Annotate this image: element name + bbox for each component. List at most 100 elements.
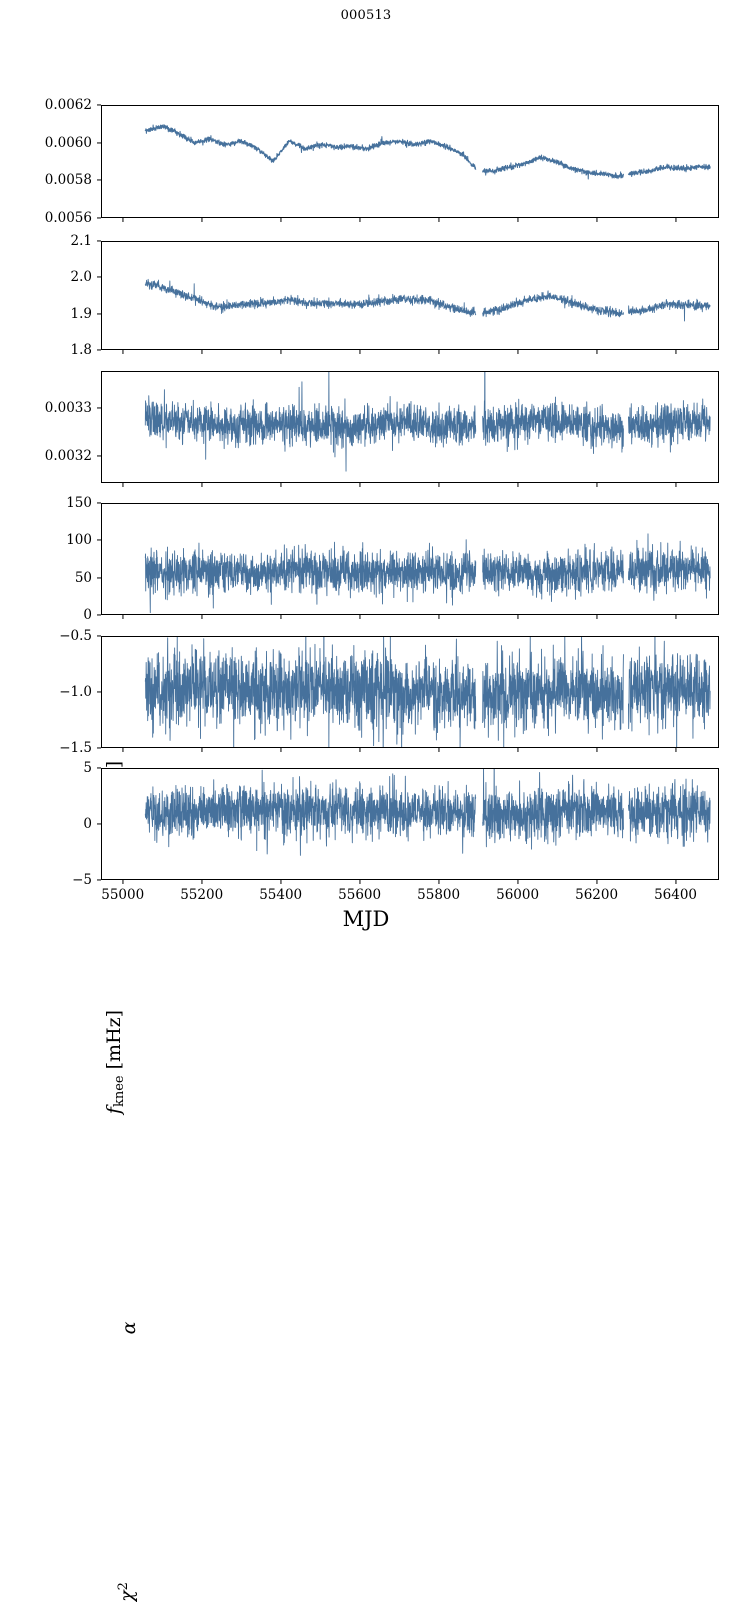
- y-tick-mark: [97, 539, 101, 541]
- x-tick-mark: [675, 350, 677, 354]
- y-tick-mark: [97, 142, 101, 144]
- y-tick-label: 0.0032: [44, 448, 92, 465]
- x-tick-mark: [359, 748, 361, 752]
- x-tick-mark: [122, 350, 124, 354]
- x-tick-mark: [675, 880, 677, 884]
- x-tick-mark: [201, 483, 203, 487]
- y-tick-mark: [97, 313, 101, 315]
- y-tick-label: −1.5: [59, 740, 92, 756]
- y-tick-label: 100: [66, 532, 92, 549]
- x-tick-mark: [517, 880, 519, 884]
- x-tick-mark: [359, 218, 361, 222]
- x-tick-mark: [122, 218, 124, 222]
- y-tick-label: 0: [83, 607, 92, 623]
- x-tick-mark: [359, 615, 361, 619]
- x-tick-mark: [438, 748, 440, 752]
- y-tick-mark: [97, 879, 101, 881]
- x-tick-mark: [675, 615, 677, 619]
- series-sigma0_volts: [144, 278, 711, 322]
- x-tick-mark: [517, 615, 519, 619]
- y-tick-mark: [97, 240, 101, 242]
- y-tick-label: 1.9: [70, 305, 92, 322]
- x-tick-mark: [280, 483, 282, 487]
- y-tick-mark: [97, 217, 101, 219]
- x-tick-mark: [675, 218, 677, 222]
- y-tick-mark: [97, 502, 101, 504]
- y-tick-label: 2.1: [70, 233, 92, 249]
- x-tick-label: 55400: [259, 887, 303, 903]
- x-tick-mark: [675, 483, 677, 487]
- x-tick-mark: [122, 748, 124, 752]
- x-tick-label: 56000: [496, 887, 540, 903]
- series-f_knee: [144, 533, 711, 614]
- y-tick-mark: [97, 455, 101, 457]
- x-tick-mark: [675, 748, 677, 752]
- subplot-chi-squared: χ2 −5 0 5 55000 55200 55400 55600 55800 56000 562…: [72, 760, 719, 1602]
- x-axis-label: MJD: [342, 907, 390, 931]
- x-tick-mark: [596, 880, 598, 884]
- x-tick-label: 55800: [417, 887, 461, 903]
- y-tick-label: 150: [66, 495, 92, 511]
- x-tick-mark: [122, 483, 124, 487]
- y-axis-label-alpha: α: [118, 1321, 140, 1335]
- x-tick-mark: [359, 350, 361, 354]
- x-tick-label: 55000: [101, 887, 145, 903]
- subplot-sigma0-volts: σ0 [V] 1e−5 1.81.92.02.1: [71, 233, 719, 564]
- x-tick-label: 55600: [338, 887, 382, 903]
- x-tick-mark: [517, 748, 519, 752]
- x-tick-mark: [280, 218, 282, 222]
- x-tick-label: 56200: [575, 887, 619, 903]
- y-tick-label: −5: [72, 872, 92, 888]
- x-tick-mark: [517, 218, 519, 222]
- x-tick-mark: [438, 218, 440, 222]
- figure-title: 000513: [340, 8, 392, 23]
- y-axis-label-chi-squared: χ2: [116, 1582, 138, 1602]
- plot-area-gain: [101, 105, 719, 218]
- y-tick-label: 0.0056: [44, 210, 92, 226]
- x-tick-mark: [122, 880, 124, 884]
- x-tick-mark: [596, 483, 598, 487]
- subplot-alpha: α −1.5 −1.0 −0.5: [59, 628, 719, 1334]
- series-gain: [144, 124, 711, 180]
- y-tick-label: 0.0062: [44, 97, 92, 113]
- y-tick-mark: [97, 406, 101, 409]
- x-tick-mark: [280, 880, 282, 884]
- x-tick-mark: [201, 615, 203, 619]
- plot-area-sigma0-mk: [101, 371, 719, 483]
- x-tick-mark: [438, 880, 440, 884]
- x-tick-mark: [359, 880, 361, 884]
- x-tick-mark: [596, 350, 598, 354]
- y-tick-mark: [97, 577, 101, 579]
- y-tick-mark: [97, 691, 101, 693]
- y-tick-mark: [97, 823, 101, 825]
- y-tick-label: 0.0033: [44, 399, 92, 416]
- x-tick-mark: [201, 748, 203, 752]
- x-tick-mark: [438, 350, 440, 354]
- y-tick-mark: [97, 349, 101, 351]
- x-tick-mark: [438, 615, 440, 619]
- series-chi_squared: [144, 769, 711, 856]
- x-tick-mark: [280, 748, 282, 752]
- x-tick-mark: [596, 615, 598, 619]
- x-tick-mark: [517, 350, 519, 354]
- y-tick-mark: [97, 747, 101, 749]
- x-tick-mark: [201, 218, 203, 222]
- y-tick-mark: [97, 614, 101, 616]
- y-tick-label: −0.5: [59, 628, 92, 644]
- y-tick-mark: [97, 635, 101, 637]
- y-tick-label: 5: [83, 760, 92, 776]
- y-tick-mark: [97, 104, 101, 106]
- y-tick-label: 0.0058: [44, 172, 92, 189]
- x-tick-mark: [280, 615, 282, 619]
- x-tick-mark: [596, 748, 598, 752]
- y-tick-mark: [97, 276, 101, 278]
- y-tick-label: 0: [83, 816, 92, 832]
- x-tick-mark: [280, 350, 282, 354]
- series-alpha: [144, 637, 711, 747]
- series-sigma0_mk: [144, 372, 711, 472]
- x-tick-mark: [201, 880, 203, 884]
- y-tick-mark: [97, 179, 101, 181]
